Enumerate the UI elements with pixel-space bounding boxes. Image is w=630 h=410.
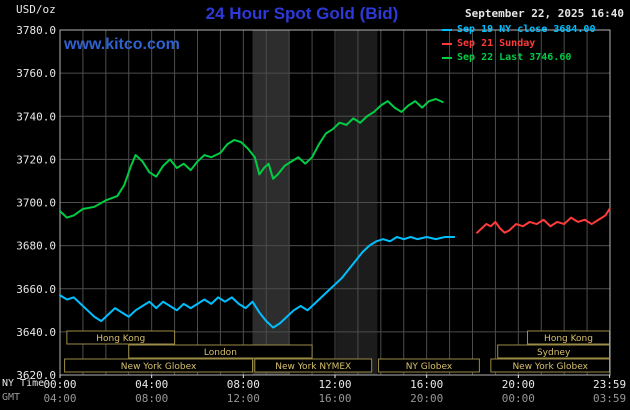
session-label: New York Globex — [512, 362, 588, 372]
x-tick-label-gmt: 16:00 — [318, 392, 351, 405]
y-tick-label: 3620.0 — [16, 369, 56, 382]
chart-title: 24 Hour Spot Gold (Bid) — [205, 4, 399, 23]
session-box — [64, 358, 254, 373]
y-tick-label: 3760.0 — [16, 67, 56, 80]
session-label: Hong Kong — [96, 334, 145, 344]
session-label: London — [204, 348, 237, 358]
x-tick-label-gmt: 12:00 — [227, 392, 260, 405]
y-tick-label: 3680.0 — [16, 240, 56, 253]
legend-label-sep21: Sep 21 Sunday — [457, 38, 536, 49]
session-label: New York NYMEX — [275, 362, 351, 372]
y-tick-label: 3740.0 — [16, 110, 56, 123]
x-tick-label-ny: 20:00 — [502, 378, 535, 391]
kitco-watermark: www.kitco.com — [64, 36, 180, 53]
session-box — [254, 358, 373, 373]
legend-label-sep19: Sep 19 NY close 3684.00 — [457, 24, 596, 35]
y-tick-label: 3780.0 — [16, 24, 56, 37]
legend-swatch-sep22 — [442, 56, 452, 59]
session-label: Sydney — [537, 348, 571, 358]
session-box — [128, 344, 313, 359]
series-line-sep-19-ny-close — [59, 236, 456, 329]
x-tick-label-ny: 04:00 — [135, 378, 168, 391]
session-label: Hong Kong — [544, 334, 593, 344]
x-tick-label-gmt: 20:00 — [410, 392, 443, 405]
series-line-sep-22 — [59, 98, 444, 219]
x-tick-label-gmt: 08:00 — [135, 392, 168, 405]
legend-swatch-sep21 — [442, 42, 452, 45]
x-tick-label-gmt: 00:00 — [502, 392, 535, 405]
chart-datetime: September 22, 2025 16:40 — [465, 7, 624, 20]
session-label: NY Globex — [406, 362, 453, 372]
y-tick-label: 3640.0 — [16, 326, 56, 339]
legend-label-sep22: Sep 22 Last 3746.60 — [457, 52, 572, 63]
x-tick-label-ny: 08:00 — [227, 378, 260, 391]
series-line-sep-21-sunday — [476, 207, 611, 234]
session-box — [66, 330, 176, 345]
x-tick-label-ny: 16:00 — [410, 378, 443, 391]
x-tick-label-ny: 00:00 — [43, 378, 76, 391]
x-tick-label-gmt: 04:00 — [43, 392, 76, 405]
x-tick-label-ny: 23:59 — [593, 378, 626, 391]
y-tick-label: 3660.0 — [16, 283, 56, 296]
gmt-axis-label: GMT — [2, 392, 21, 403]
y-tick-label: 3700.0 — [16, 197, 56, 210]
legend-item-sep19: Sep 19 NY close 3684.00 — [442, 24, 624, 35]
ny-time-axis-label: NY Time — [2, 378, 45, 389]
x-tick-label-ny: 12:00 — [318, 378, 351, 391]
y-axis-unit-label: USD/oz — [16, 3, 56, 16]
session-label: New York Globex — [121, 362, 197, 372]
legend: Sep 19 NY close 3684.00 Sep 21 Sunday Se… — [442, 24, 624, 66]
y-tick-label: 3720.0 — [16, 153, 56, 166]
session-box — [378, 358, 480, 373]
legend-swatch-sep19 — [442, 28, 452, 31]
x-tick-label-gmt: 03:59 — [593, 392, 626, 405]
legend-item-sep21: Sep 21 Sunday — [442, 38, 624, 49]
legend-item-sep22: Sep 22 Last 3746.60 — [442, 52, 624, 63]
